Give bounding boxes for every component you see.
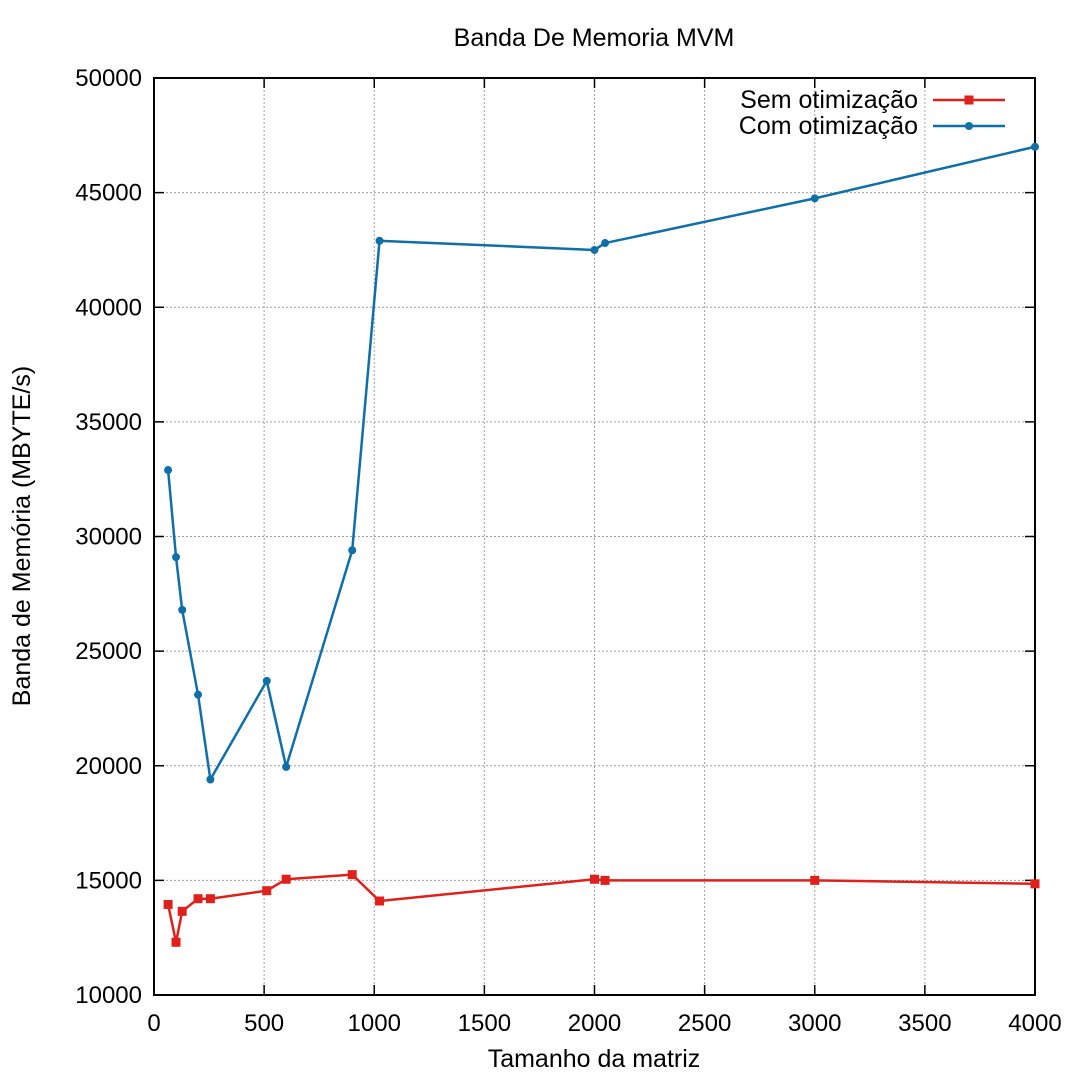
data-point-com-otimizacao bbox=[178, 605, 187, 614]
data-point-sem-otimizacao bbox=[810, 875, 820, 885]
data-point-com-otimizacao bbox=[194, 690, 203, 699]
x-tick-label: 0 bbox=[147, 1010, 160, 1037]
y-tick-label: 30000 bbox=[75, 524, 142, 551]
y-axis-title: Banda de Memória (MBYTE/s) bbox=[8, 366, 36, 706]
x-tick-label: 500 bbox=[244, 1010, 284, 1037]
data-point-com-otimizacao bbox=[348, 546, 357, 555]
x-axis-title: Tamanho da matriz bbox=[488, 1045, 701, 1073]
y-tick-label: 50000 bbox=[75, 65, 142, 92]
data-point-com-otimizacao bbox=[164, 466, 173, 475]
legend-label: Com otimização bbox=[739, 112, 918, 140]
legend-item-com-otimizacao: Com otimização bbox=[739, 112, 1005, 140]
data-point-sem-otimizacao bbox=[600, 875, 610, 885]
legend-swatch-marker bbox=[965, 122, 973, 130]
data-point-com-otimizacao bbox=[206, 775, 215, 784]
data-point-sem-otimizacao bbox=[205, 894, 215, 904]
data-point-com-otimizacao bbox=[810, 194, 819, 203]
y-tick-label: 15000 bbox=[75, 867, 142, 894]
data-point-sem-otimizacao bbox=[1030, 879, 1040, 889]
x-tick-label: 3000 bbox=[788, 1010, 841, 1037]
data-point-com-otimizacao bbox=[172, 553, 181, 562]
y-tick-label: 25000 bbox=[75, 638, 142, 665]
x-tick-label: 4000 bbox=[1008, 1010, 1061, 1037]
data-point-com-otimizacao bbox=[590, 245, 599, 254]
data-point-sem-otimizacao bbox=[281, 874, 291, 884]
data-point-sem-otimizacao bbox=[347, 870, 357, 880]
y-tick-label: 20000 bbox=[75, 753, 142, 780]
data-point-com-otimizacao bbox=[262, 676, 271, 685]
legend-item-sem-otimizacao: Sem otimização bbox=[740, 86, 1005, 114]
data-point-com-otimizacao bbox=[282, 762, 291, 771]
y-tick-label: 10000 bbox=[75, 982, 142, 1009]
legend-swatch-marker bbox=[964, 95, 974, 105]
y-tick-label: 45000 bbox=[75, 180, 142, 207]
data-point-sem-otimizacao bbox=[177, 906, 187, 916]
y-tick-label: 35000 bbox=[75, 409, 142, 436]
plot-frame bbox=[153, 77, 1036, 996]
data-point-com-otimizacao bbox=[375, 236, 384, 245]
data-point-sem-otimizacao bbox=[163, 899, 173, 909]
data-point-sem-otimizacao bbox=[262, 886, 272, 896]
grid bbox=[154, 78, 1035, 995]
data-point-sem-otimizacao bbox=[590, 874, 599, 884]
series-layer bbox=[163, 142, 1040, 947]
data-point-sem-otimizacao bbox=[375, 896, 385, 906]
legend-label: Sem otimização bbox=[740, 86, 918, 114]
data-point-sem-otimizacao bbox=[171, 937, 181, 947]
axis-ticks: 0 500 1000 1500 2000 2500 3000 3500 4000 10000 150… bbox=[75, 65, 1061, 1037]
x-tick-label: 1000 bbox=[348, 1010, 401, 1037]
series-sem-otimizacao bbox=[163, 870, 1040, 947]
chart-title: Banda De Memoria MVM bbox=[454, 24, 735, 52]
series-com-otimizacao bbox=[164, 142, 1039, 784]
x-tick-label: 1500 bbox=[458, 1010, 511, 1037]
data-point-com-otimizacao bbox=[1031, 142, 1039, 151]
data-point-com-otimizacao bbox=[601, 239, 610, 248]
x-tick-label: 2000 bbox=[568, 1010, 621, 1037]
x-tick-label: 2500 bbox=[678, 1010, 731, 1037]
y-tick-label: 40000 bbox=[75, 294, 142, 321]
data-point-sem-otimizacao bbox=[193, 894, 203, 904]
x-tick-label: 3500 bbox=[898, 1010, 951, 1037]
